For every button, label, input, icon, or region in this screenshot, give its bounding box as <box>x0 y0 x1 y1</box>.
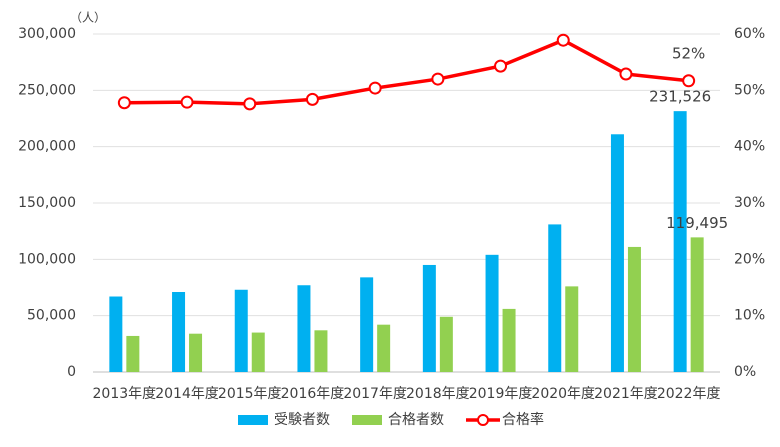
y-tick-label: 50,000 <box>27 308 76 324</box>
bar <box>126 335 140 372</box>
bar <box>610 134 624 372</box>
y2-tick-label: 40% <box>734 139 765 155</box>
y2-tick-label: 30% <box>734 195 765 211</box>
y-tick-label: 200,000 <box>18 139 76 155</box>
bar <box>485 254 499 372</box>
x-tick-label: 2013年度 <box>93 386 157 402</box>
bar <box>548 224 562 372</box>
line-marker <box>180 95 194 109</box>
line-marker <box>619 67 633 81</box>
line-marker <box>494 59 508 73</box>
bar <box>172 292 186 372</box>
line <box>124 38 689 106</box>
x-tick-label: 2019年度 <box>469 386 533 402</box>
y-tick-label: 100,000 <box>18 251 76 267</box>
legend-swatch <box>352 415 382 425</box>
legend-swatch <box>238 415 268 425</box>
bar <box>234 289 248 372</box>
legend-label: 合格者数 <box>388 412 444 428</box>
bar <box>422 264 436 372</box>
bar <box>297 285 311 372</box>
line-marker <box>243 97 257 111</box>
data-label: 231,526 <box>649 88 711 106</box>
data-label: 52% <box>672 44 705 62</box>
x-tick-label: 2022年度 <box>657 386 721 402</box>
y-tick-label: 250,000 <box>18 82 76 98</box>
line-marker <box>682 74 696 88</box>
x-tick-label: 2017年度 <box>343 386 407 402</box>
x-tick-label: 2020年度 <box>531 386 595 402</box>
bar <box>377 324 391 372</box>
line-marker <box>305 92 319 106</box>
x-tick-label: 2021年度 <box>594 386 658 402</box>
bar <box>690 237 704 372</box>
x-tick-label: 2018年度 <box>406 386 470 402</box>
x-tick-label: 2016年度 <box>281 386 345 402</box>
y2-tick-label: 10% <box>734 308 765 324</box>
x-tick-label: 2014年度 <box>155 386 219 402</box>
legend-label: 合格率 <box>502 411 544 428</box>
bar <box>189 333 203 372</box>
bar <box>502 308 516 372</box>
line-marker <box>556 33 570 47</box>
x-tick-label: 2015年度 <box>218 386 282 402</box>
y-unit-label: （人） <box>70 11 106 25</box>
bar <box>673 111 687 373</box>
bar <box>565 286 579 372</box>
y-tick-label: 150,000 <box>18 195 76 211</box>
y2-tick-label: 20% <box>734 251 765 267</box>
y2-tick-label: 60% <box>734 26 765 42</box>
bar <box>627 246 641 372</box>
bar <box>251 332 265 372</box>
legend-swatch <box>477 414 489 426</box>
legend-label: 受験者数 <box>274 412 330 428</box>
bar <box>439 316 453 372</box>
bar <box>360 277 374 372</box>
line-marker <box>117 96 131 110</box>
y2-tick-label: 0% <box>734 364 756 380</box>
bar <box>109 296 123 372</box>
line-marker <box>431 72 445 86</box>
y-tick-label: 300,000 <box>18 26 76 42</box>
bar <box>314 330 328 372</box>
y-tick-label: 0 <box>67 364 76 380</box>
line-marker <box>368 81 382 95</box>
data-label: 119,495 <box>666 214 728 232</box>
y2-tick-label: 50% <box>734 82 765 98</box>
